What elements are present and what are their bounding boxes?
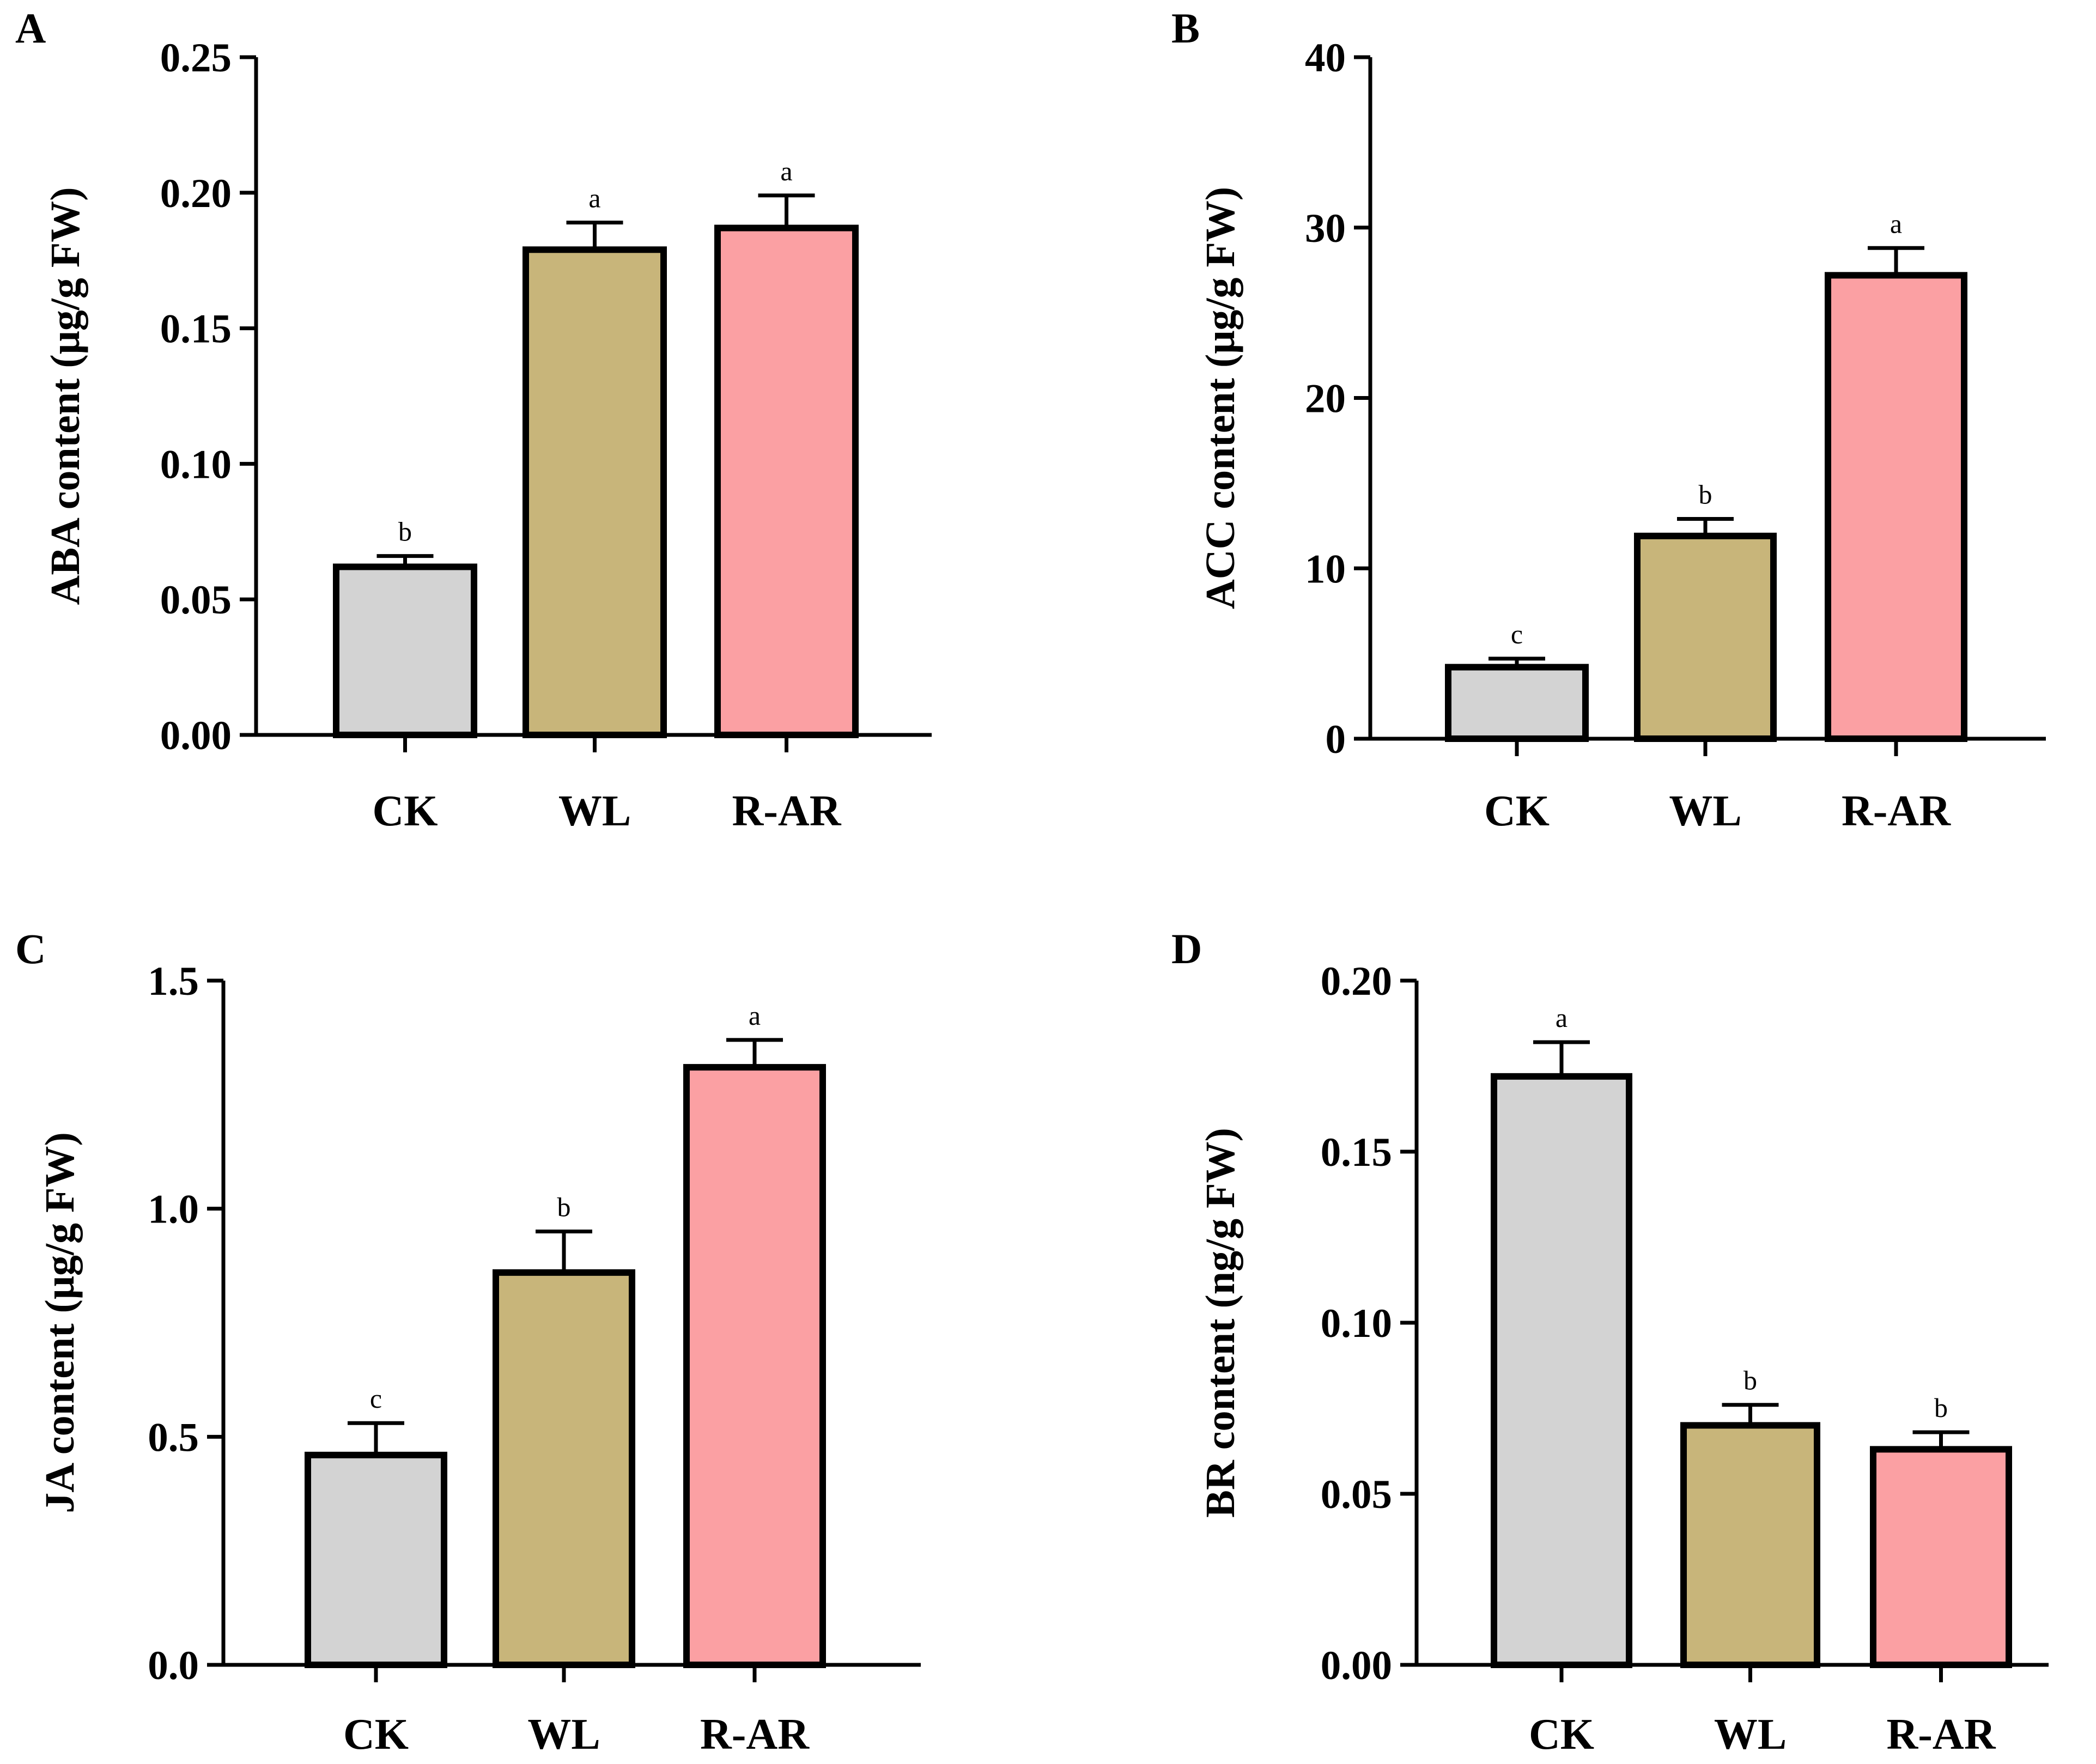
bar-wl — [523, 246, 667, 738]
panel-letter: C — [15, 925, 46, 972]
y-axis-title: ABA content (μg/g FW) — [42, 187, 88, 605]
panel-d: D 0.00 0.05 0.10 0.15 0.20 BR content (ng/g FW… — [1171, 925, 2049, 1759]
y-tick-label: 30 — [1305, 206, 1346, 251]
x-tick-label: WL — [1669, 787, 1741, 835]
bar-wl — [1680, 1422, 1820, 1668]
significance-label: c — [370, 1383, 382, 1414]
y-tick-label: 0.0 — [148, 1643, 199, 1688]
bar-wl — [1634, 532, 1777, 742]
x-tick-label: WL — [527, 1711, 600, 1759]
significance-label: a — [780, 156, 792, 186]
bar-r-ar — [683, 1064, 826, 1668]
y-tick-label: 0.20 — [1321, 959, 1392, 1004]
y-axis-title: JA content (μg/g FW) — [37, 1132, 83, 1513]
y-tick-label: 0.05 — [1321, 1472, 1392, 1517]
x-tick-label: CK — [373, 787, 438, 835]
x-tick-label: CK — [1484, 787, 1550, 835]
y-tick-label: 0.15 — [1321, 1130, 1392, 1175]
significance-label: b — [1743, 1365, 1757, 1396]
significance-label: b — [1699, 479, 1712, 510]
x-tick-label: R-AR — [1887, 1711, 1996, 1759]
significance-label: a — [588, 183, 600, 214]
bar-ck — [333, 563, 477, 739]
x-tick-label: CK — [343, 1711, 409, 1759]
bar-r-ar — [1870, 1446, 2012, 1669]
bar-r-ar — [714, 224, 859, 739]
y-tick-label: 10 — [1305, 546, 1346, 592]
y-axis-title: ACC content (μg/g FW) — [1198, 187, 1243, 610]
bar-r-ar — [1825, 272, 1967, 742]
significance-label: b — [398, 516, 412, 547]
y-tick-label: 40 — [1305, 35, 1346, 81]
panel-a: A 0.00 0.05 0.10 0.15 0.20 0.25 ABA content (μg… — [15, 4, 932, 835]
significance-label: b — [1934, 1392, 1948, 1423]
panel-letter: B — [1171, 4, 1200, 52]
bar-wl — [493, 1269, 635, 1668]
x-tick-label: WL — [1714, 1711, 1787, 1759]
bar-ck — [1445, 664, 1589, 743]
y-tick-label: 0.25 — [160, 35, 232, 81]
significance-label: b — [557, 1192, 571, 1222]
panel-b: B 0 10 20 30 40 ACC content (μg/g FW) c CK b WL a R-… — [1171, 4, 2046, 835]
y-axis-title: BR content (ng/g FW) — [1198, 1128, 1243, 1518]
panel-letter: D — [1171, 925, 1202, 972]
y-tick-label: 0.10 — [1321, 1301, 1392, 1346]
x-tick-label: R-AR — [700, 1711, 810, 1759]
y-tick-label: 1.5 — [148, 959, 199, 1004]
panel-c: C 0.0 0.5 1.0 1.5 JA content (μg/g FW) c CK b WL a… — [15, 925, 921, 1759]
significance-label: c — [1511, 619, 1523, 649]
significance-label: a — [749, 1000, 761, 1031]
significance-label: a — [1556, 1002, 1568, 1033]
y-tick-label: 0.00 — [1321, 1643, 1392, 1688]
bar-ck — [1491, 1073, 1632, 1668]
y-tick-label: 0.05 — [160, 577, 232, 623]
panel-letter: A — [15, 4, 46, 52]
y-tick-label: 1.0 — [148, 1187, 199, 1232]
bar-ck — [305, 1451, 447, 1668]
y-tick-label: 0.15 — [160, 307, 232, 352]
y-tick-label: 20 — [1305, 376, 1346, 422]
y-tick-label: 0.00 — [160, 713, 232, 758]
significance-label: a — [1890, 208, 1902, 239]
y-tick-label: 0.5 — [148, 1415, 199, 1460]
y-tick-label: 0 — [1326, 717, 1346, 762]
y-tick-label: 0.10 — [160, 442, 232, 487]
x-tick-label: CK — [1529, 1711, 1594, 1759]
y-tick-label: 0.20 — [160, 171, 232, 216]
x-tick-label: WL — [558, 787, 631, 835]
x-tick-label: R-AR — [1842, 787, 1951, 835]
x-tick-label: R-AR — [732, 787, 842, 835]
